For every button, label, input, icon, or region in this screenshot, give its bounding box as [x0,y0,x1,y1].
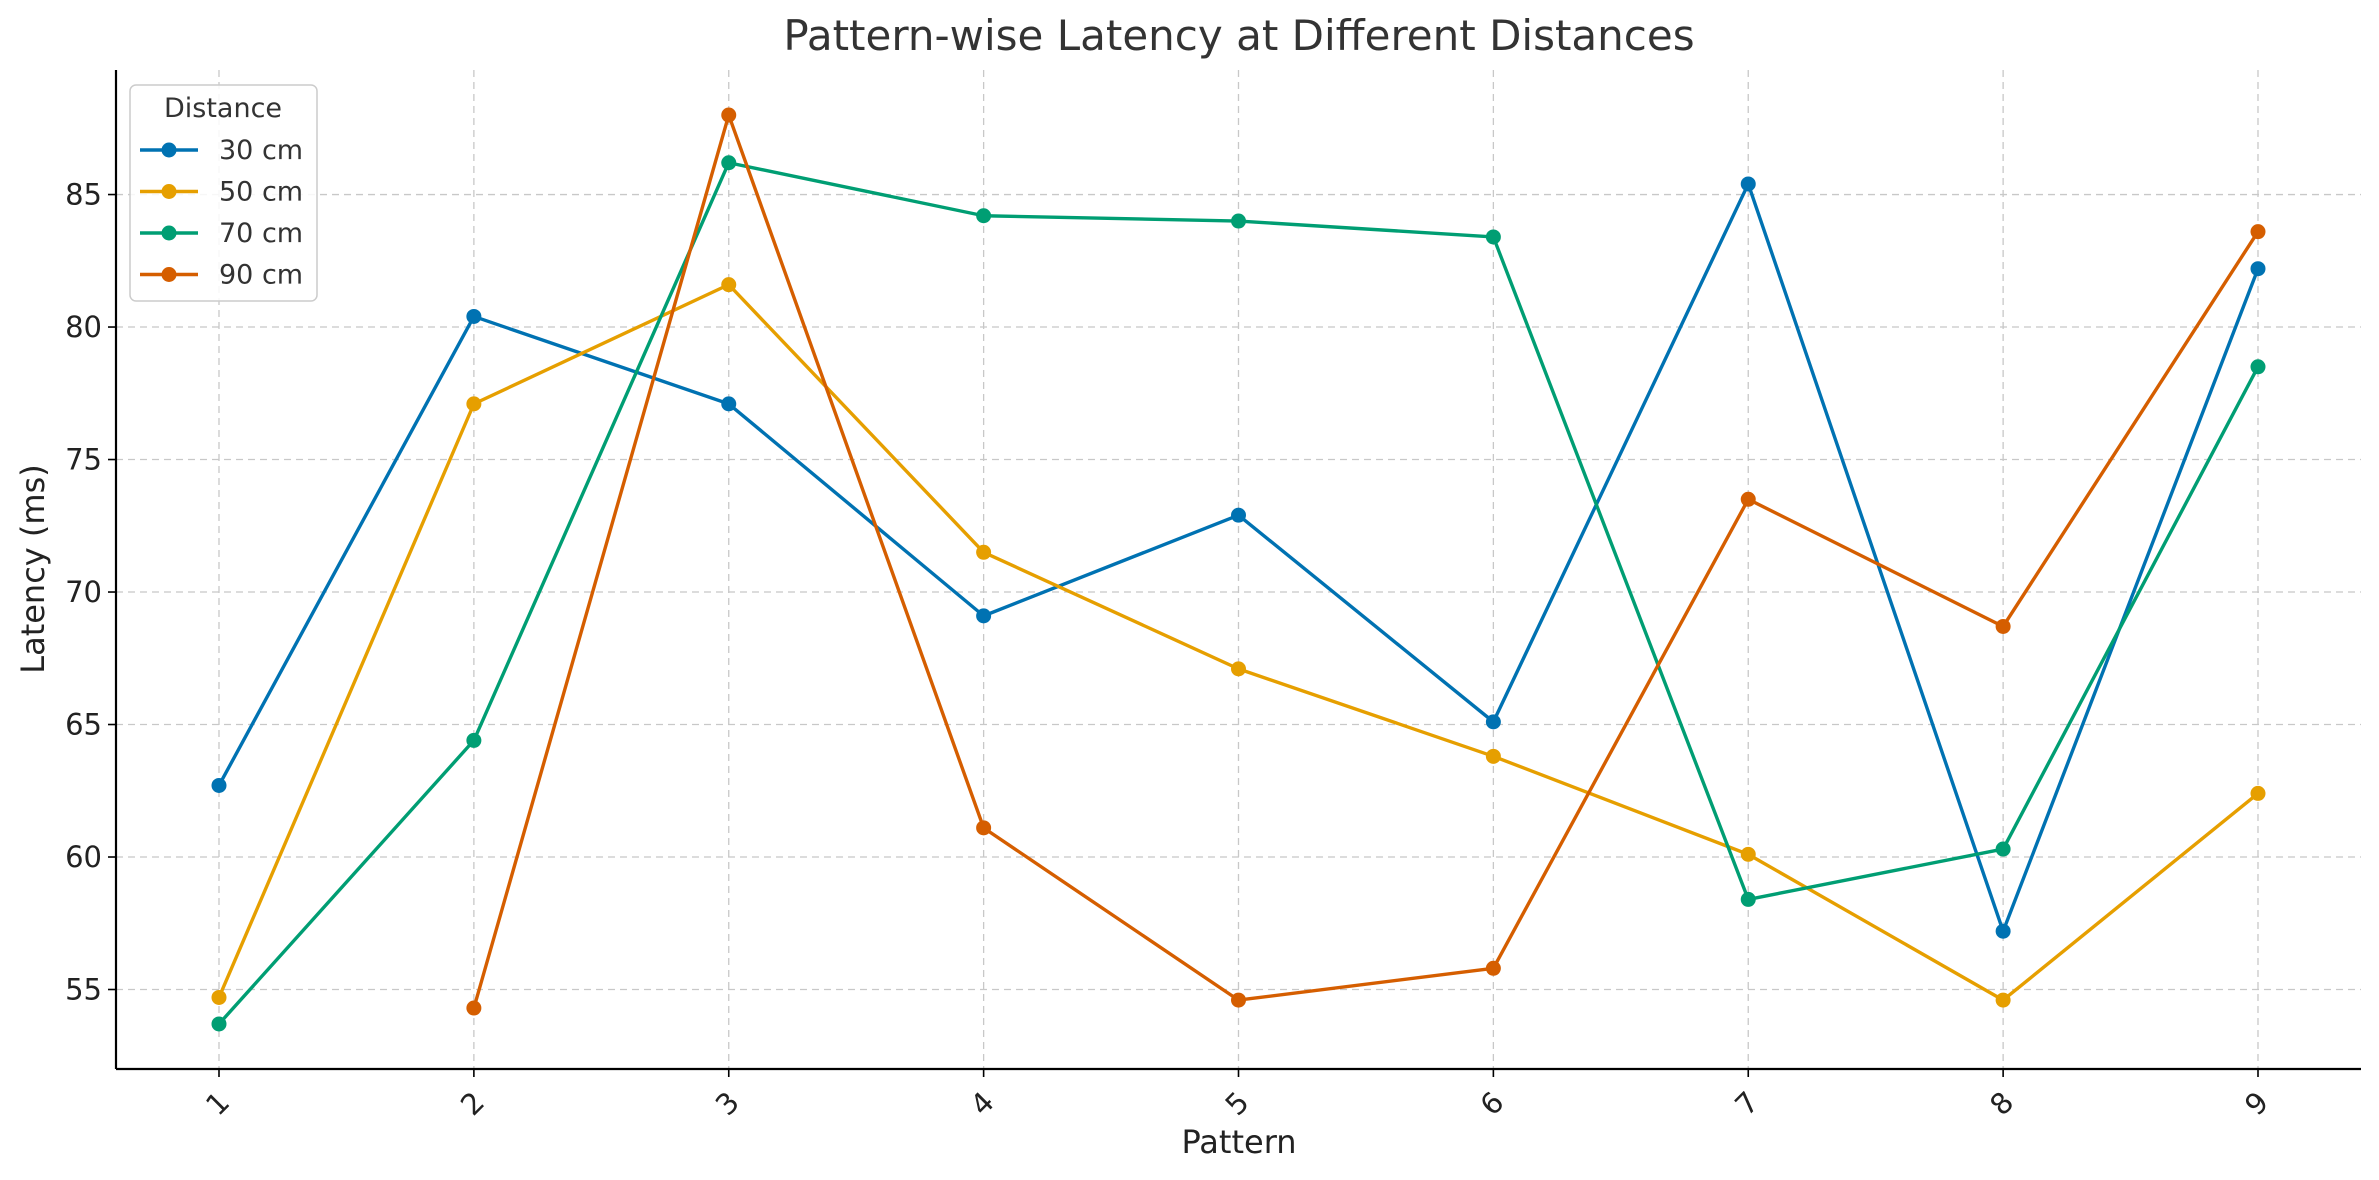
data-point [1485,748,1501,764]
data-point [1740,491,1756,507]
series-30-cm [211,176,2266,939]
data-point [1995,618,2011,634]
data-point [2250,785,2266,801]
legend-item: 50 cm [140,177,303,208]
data-point [1231,661,1246,677]
series-line [472,113,2260,1009]
data-point [1740,846,1756,862]
legend-label: 70 cm [219,218,303,249]
data-point [1485,229,1501,245]
legend-swatch-marker [161,267,177,282]
y-tick-label: 75 [65,443,102,477]
data-point [2250,261,2266,277]
x-axis-label: Pattern [1181,1123,1296,1161]
data-point [211,989,227,1005]
legend-item: 90 cm [140,260,303,291]
legend-label: 90 cm [219,260,303,291]
data-point [1740,176,1756,192]
data-point [721,396,737,412]
chart-title: Pattern-wise Latency at Different Distan… [783,11,1694,60]
data-point [466,732,482,748]
y-tick-label: 65 [65,708,102,742]
data-point [1231,213,1246,229]
y-tick-label: 55 [65,973,102,1007]
y-tick-label: 80 [65,310,102,344]
legend-label: 30 cm [219,135,303,166]
legend-item: 30 cm [140,135,303,166]
data-point [1231,507,1246,523]
legend-swatch-marker [161,142,177,158]
data-point [976,820,992,836]
data-point [1995,841,2011,857]
legend-item: 70 cm [140,218,303,249]
data-point [466,396,482,412]
series-50-cm [211,277,2266,1008]
legend: Distance 30 cm 50 cm 70 cm 90 cm [129,84,318,302]
y-tick-label: 70 [65,575,102,609]
legend-box [129,84,318,302]
legend-title: Distance [164,93,282,124]
series-90-cm [466,107,2266,1016]
data-point [976,544,992,560]
data-point [211,1016,227,1032]
data-point [466,308,482,324]
series-70-cm [211,155,2266,1032]
data-point [1485,960,1501,976]
data-point [211,777,227,793]
y-axis-label: Latency (ms) [14,464,52,673]
data-point [976,608,992,624]
legend-swatch-marker [161,225,177,241]
data-point [1995,923,2011,939]
data-point [976,208,992,224]
legend-label: 50 cm [219,177,303,208]
data-point [466,1000,482,1016]
legend-swatch-marker [161,184,177,199]
data-point [721,277,737,293]
data-point [1485,714,1501,730]
y-tick-label: 60 [65,840,102,874]
data-point [1231,992,1246,1008]
data-point [2250,224,2266,240]
data-point [2250,359,2266,375]
data-point [721,155,737,171]
data-point [1995,992,2011,1008]
data-point [1740,891,1756,907]
legend-items: 30 cm 50 cm 70 cm 90 cm [140,135,303,291]
data-point [721,107,737,123]
y-tick-label: 85 [65,178,102,212]
series-layer [211,107,2266,1032]
